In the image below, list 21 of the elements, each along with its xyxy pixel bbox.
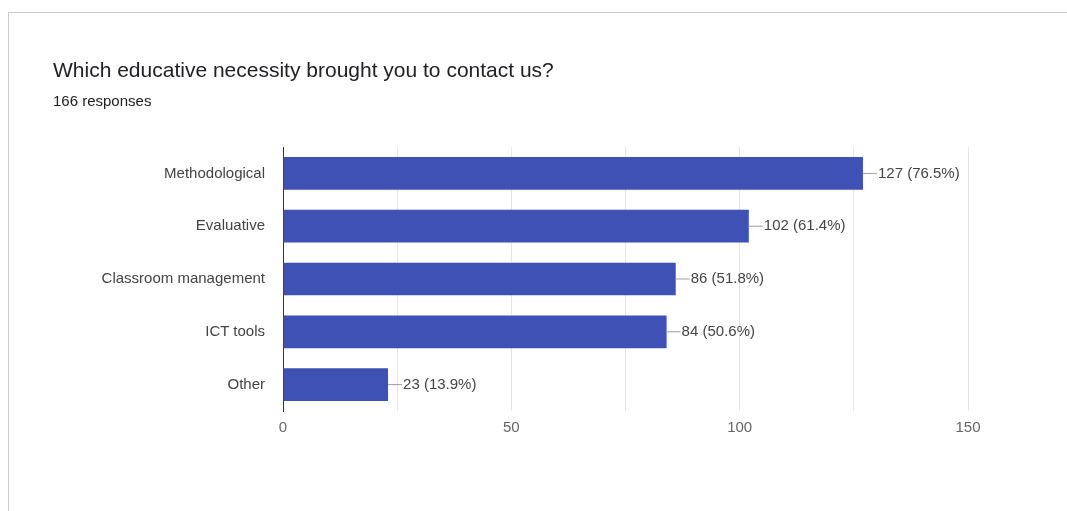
bar bbox=[283, 157, 863, 190]
y-tick-label: Evaluative bbox=[195, 216, 265, 234]
text: 166 responses bbox=[53, 92, 152, 109]
bar bbox=[283, 209, 749, 243]
x-tick-label: 100 bbox=[727, 418, 753, 436]
data-label: 127 (76.5%) bbox=[877, 163, 960, 181]
y-tick-label: Methodological bbox=[164, 163, 265, 181]
y-tick-label: Classroom management bbox=[101, 269, 266, 287]
x-tick-label: 150 bbox=[955, 418, 981, 436]
y-tick-label: ICT tools bbox=[205, 321, 265, 339]
data-label: 23 (13.9%) bbox=[403, 374, 477, 392]
chart-title: Which educative necessity brought you to contact us? bbox=[53, 58, 554, 82]
bar bbox=[283, 262, 676, 296]
x-tick-label: 50 bbox=[502, 418, 520, 436]
data-label: 84 (50.6%) bbox=[681, 321, 755, 339]
bar bbox=[283, 315, 667, 349]
data-label: 86 (51.8%) bbox=[690, 269, 765, 287]
x-tick-label: 0 bbox=[278, 418, 288, 436]
y-tick-label: Other bbox=[227, 374, 265, 392]
bar bbox=[283, 368, 389, 401]
data-label: 102 (61.4%) bbox=[763, 216, 846, 234]
